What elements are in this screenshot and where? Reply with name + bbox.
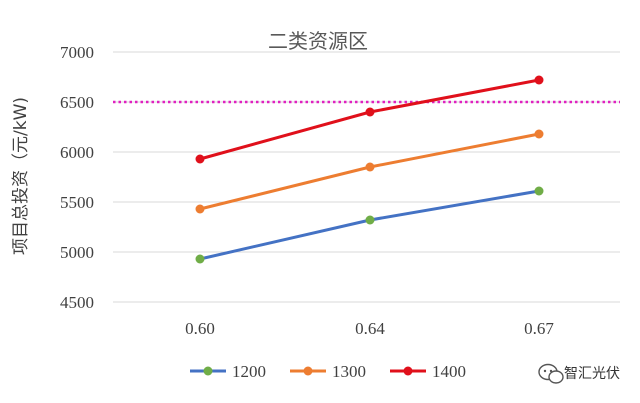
data-point-1300 bbox=[534, 129, 544, 139]
x-tick-label: 0.67 bbox=[524, 319, 554, 338]
legend: 1200 1300 1400 bbox=[190, 362, 466, 381]
data-point-1300 bbox=[365, 162, 375, 172]
x-tick-label: 0.64 bbox=[355, 319, 385, 338]
series-line-1200 bbox=[199, 189, 540, 261]
y-axis-label: 项目总投资（元/kW) bbox=[11, 97, 31, 255]
x-axis: 0.60 0.64 0.67 bbox=[185, 319, 554, 338]
y-tick-label: 6500 bbox=[60, 93, 94, 112]
y-tick-label: 5000 bbox=[60, 243, 94, 262]
series-line-1400 bbox=[199, 78, 540, 161]
wechat-icon bbox=[538, 363, 564, 384]
x-tick-label: 0.60 bbox=[185, 319, 215, 338]
gridlines bbox=[113, 51, 620, 303]
legend-label-1300: 1300 bbox=[332, 362, 366, 381]
legend-marker-1400 bbox=[403, 366, 413, 376]
data-point-1400 bbox=[534, 75, 544, 85]
y-tick-label: 6000 bbox=[60, 143, 94, 162]
data-point-1200 bbox=[365, 215, 375, 225]
y-tick-label: 5500 bbox=[60, 193, 94, 212]
data-point-1300 bbox=[195, 204, 205, 214]
y-tick-label: 4500 bbox=[60, 293, 94, 312]
watermark-text: 智汇光伏 bbox=[564, 366, 620, 382]
data-point-1400 bbox=[195, 154, 205, 164]
data-point-1400 bbox=[365, 107, 375, 117]
y-tick-label: 7000 bbox=[60, 43, 94, 62]
watermark: 智汇光伏 bbox=[538, 363, 620, 384]
series-layer bbox=[195, 75, 544, 264]
legend-label-1200: 1200 bbox=[232, 362, 266, 381]
chart-title: 二类资源区 bbox=[268, 29, 368, 53]
legend-marker-1200 bbox=[203, 366, 213, 376]
data-point-1200 bbox=[534, 186, 544, 196]
legend-marker-1300 bbox=[303, 366, 313, 376]
y-axis: 4500 5000 5500 6000 6500 7000 bbox=[60, 43, 94, 312]
data-point-1200 bbox=[195, 254, 205, 264]
legend-label-1400: 1400 bbox=[432, 362, 466, 381]
